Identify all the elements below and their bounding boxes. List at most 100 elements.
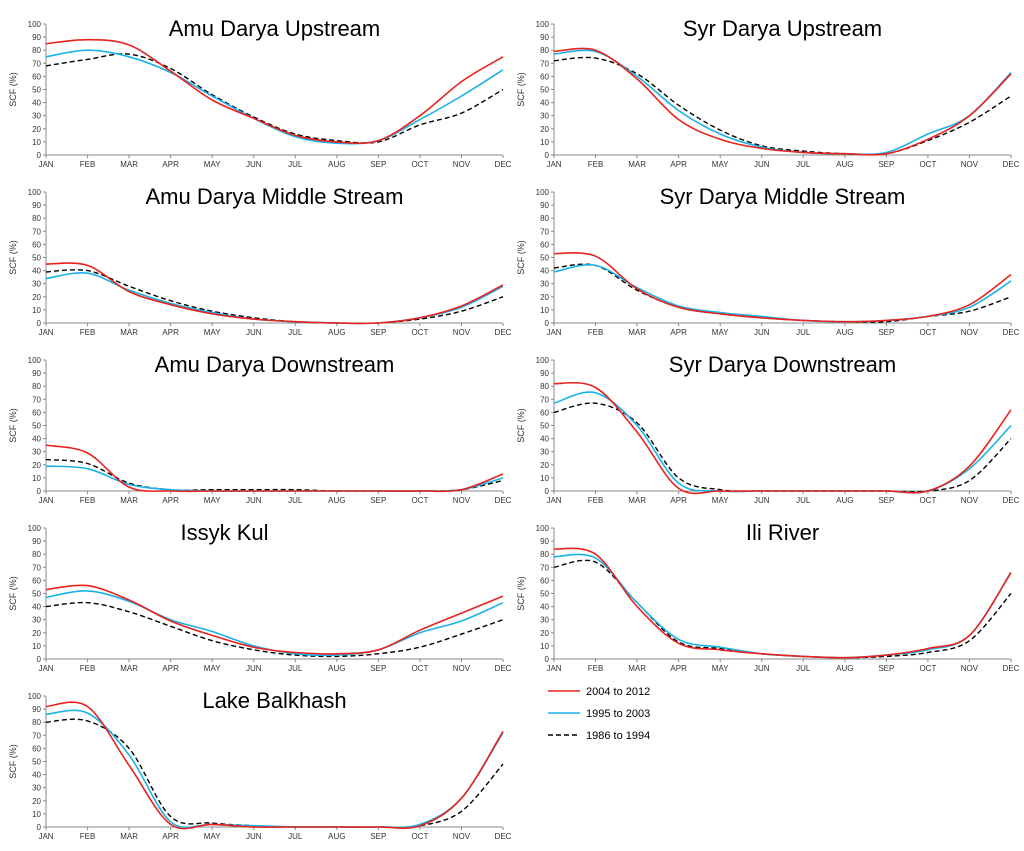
issyk-kul-series-2004-to-2012 [45,584,504,655]
amu-darya-downstream-x-tick-label: FEB [80,496,96,505]
lake-balkhash-y-tick-label: 90 [32,705,41,714]
syr-darya-middle-stream-x-tick-label: OCT [919,328,936,337]
amu-darya-middle-stream-x-tick-label: JAN [38,328,53,337]
syr-darya-downstream-x-tick-label: FEB [588,496,604,505]
amu-darya-upstream-x-tick-label: MAY [204,160,221,169]
ili-river-x-tick-label: MAR [628,664,646,673]
amu-darya-middle-stream-x-tick-label: MAY [204,328,221,337]
syr-darya-upstream-title: Syr Darya Upstream [683,16,882,41]
lake-balkhash-x-tick-label: SEP [370,832,386,841]
syr-darya-upstream-y-tick-label: 50 [540,86,549,95]
amu-darya-upstream-y-tick-label: 90 [32,33,41,42]
syr-darya-upstream-y-tick-label: 30 [540,112,549,121]
syr-darya-upstream-y-axis-label: SCF (%) [516,72,526,107]
syr-darya-downstream-y-tick-label: 70 [540,395,549,404]
amu-darya-upstream-y-tick-label: 10 [32,138,41,147]
issyk-kul-x-tick-label: FEB [80,664,96,673]
amu-darya-middle-stream-series-1995-to-2003 [45,272,504,325]
syr-darya-downstream-x-tick-label: AUG [836,496,853,505]
lake-balkhash-x-tick-label: DEC [495,832,512,841]
ili-river-series-1995-to-2003 [553,553,1012,659]
amu-darya-downstream-title: Amu Darya Downstream [155,352,395,377]
lake-balkhash-x-tick-label: FEB [80,832,96,841]
syr-darya-middle-stream-x-tick-label: JUL [796,328,811,337]
legend-label: 1986 to 1994 [586,730,650,742]
syr-darya-middle-stream-x-tick-label: NOV [961,328,979,337]
amu-darya-downstream-y-tick-label: 60 [32,408,41,417]
amu-darya-upstream-x-tick-label: NOV [453,160,471,169]
issyk-kul-y-axis-label: SCF (%) [8,576,18,611]
syr-darya-downstream-y-tick-label: 100 [536,356,550,365]
ili-river-x-tick-label: APR [670,664,687,673]
amu-darya-downstream-series-1995-to-2003 [45,465,504,492]
syr-darya-upstream-y-tick-label: 70 [540,59,549,68]
syr-darya-upstream-x-tick-label: DEC [1003,160,1020,169]
lake-balkhash-y-tick-label: 100 [28,692,42,701]
amu-darya-upstream-x-tick-label: OCT [411,160,428,169]
issyk-kul-y-tick-label: 90 [32,537,41,546]
amu-darya-middle-stream-x-tick-label: APR [162,328,179,337]
amu-darya-downstream-y-tick-label: 10 [32,474,41,483]
syr-darya-middle-stream-y-tick-label: 60 [540,240,549,249]
amu-darya-downstream-y-tick-label: 40 [32,435,41,444]
amu-darya-upstream-y-tick-label: 80 [32,46,41,55]
ili-river-y-tick-label: 60 [540,576,549,585]
legend-item-1986-to-1994: 1986 to 1994 [548,730,650,742]
issyk-kul-x-tick-label: MAR [120,664,138,673]
syr-darya-middle-stream-y-tick-label: 40 [540,267,549,276]
lake-balkhash-panel: 0 10 20 30 40 50 60 70 80 90 100 JAN FEB MAR APR MAY JUN… [8,688,512,841]
amu-darya-middle-stream-title: Amu Darya Middle Stream [146,184,404,209]
amu-darya-upstream-x-tick-label: JUL [288,160,303,169]
syr-darya-upstream-series-1986-to-1994 [553,56,1012,156]
issyk-kul-series-1995-to-2003 [45,590,504,657]
syr-darya-downstream-x-tick-label: OCT [919,496,936,505]
syr-darya-upstream-x-tick-label: AUG [836,160,853,169]
amu-darya-middle-stream-x-tick-label: NOV [453,328,471,337]
syr-darya-downstream-series-2004-to-2012 [553,381,1012,495]
issyk-kul-x-tick-label: JUN [246,664,262,673]
amu-darya-upstream-x-tick-label: JUN [246,160,262,169]
syr-darya-downstream-y-tick-label: 10 [540,474,549,483]
syr-darya-middle-stream-x-tick-label: JUN [754,328,770,337]
syr-darya-middle-stream-y-tick-label: 20 [540,293,549,302]
syr-darya-middle-stream-panel: 0 10 20 30 40 50 60 70 80 90 100 JAN FEB MAR APR MAY JUN… [516,184,1020,337]
ili-river-x-tick-label: NOV [961,664,979,673]
ili-river-y-tick-label: 30 [540,616,549,625]
lake-balkhash-series-1986-to-1994 [45,718,504,828]
issyk-kul-x-tick-label: NOV [453,664,471,673]
syr-darya-downstream-series-1995-to-2003 [553,391,1012,494]
amu-darya-upstream-x-tick-label: AUG [328,160,345,169]
amu-darya-middle-stream-panel: 0 10 20 30 40 50 60 70 80 90 100 JAN FEB MAR APR MAY JUN… [8,184,512,337]
syr-darya-middle-stream-y-tick-label: 100 [536,188,550,197]
amu-darya-middle-stream-y-tick-label: 20 [32,293,41,302]
ili-river-x-tick-label: OCT [919,664,936,673]
amu-darya-middle-stream-x-tick-label: OCT [411,328,428,337]
amu-darya-downstream-x-tick-label: SEP [370,496,386,505]
lake-balkhash-x-tick-label: JUL [288,832,303,841]
amu-darya-upstream-series-1986-to-1994 [45,53,504,144]
syr-darya-upstream-y-tick-label: 10 [540,138,549,147]
lake-balkhash-x-tick-label: JAN [38,832,53,841]
amu-darya-downstream-panel: 0 10 20 30 40 50 60 70 80 90 100 JAN FEB MAR APR MAY JUN… [8,352,512,505]
syr-darya-upstream-y-tick-label: 80 [540,46,549,55]
lake-balkhash-y-tick-label: 30 [32,784,41,793]
issyk-kul-y-tick-label: 100 [28,524,42,533]
issyk-kul-series-1986-to-1994 [45,601,504,658]
amu-darya-upstream-y-tick-label: 0 [37,151,42,160]
ili-river-title: Ili River [746,520,819,545]
syr-darya-downstream-x-tick-label: NOV [961,496,979,505]
ili-river-panel: 0 10 20 30 40 50 60 70 80 90 100 JAN FEB MAR APR MAY JUN… [516,520,1020,673]
amu-darya-middle-stream-y-axis-label: SCF (%) [8,240,18,275]
amu-darya-downstream-x-tick-label: MAR [120,496,138,505]
lake-balkhash-y-tick-label: 0 [37,823,42,832]
lake-balkhash-title: Lake Balkhash [202,688,346,713]
syr-darya-downstream-y-tick-label: 80 [540,382,549,391]
syr-darya-middle-stream-x-tick-label: MAY [712,328,729,337]
amu-darya-middle-stream-y-tick-label: 30 [32,280,41,289]
amu-darya-middle-stream-y-tick-label: 40 [32,267,41,276]
lake-balkhash-x-tick-label: OCT [411,832,428,841]
syr-darya-upstream-y-tick-label: 90 [540,33,549,42]
syr-darya-upstream-x-tick-label: FEB [588,160,604,169]
syr-darya-downstream-panel: 0 10 20 30 40 50 60 70 80 90 100 JAN FEB MAR APR MAY JUN… [516,352,1020,505]
